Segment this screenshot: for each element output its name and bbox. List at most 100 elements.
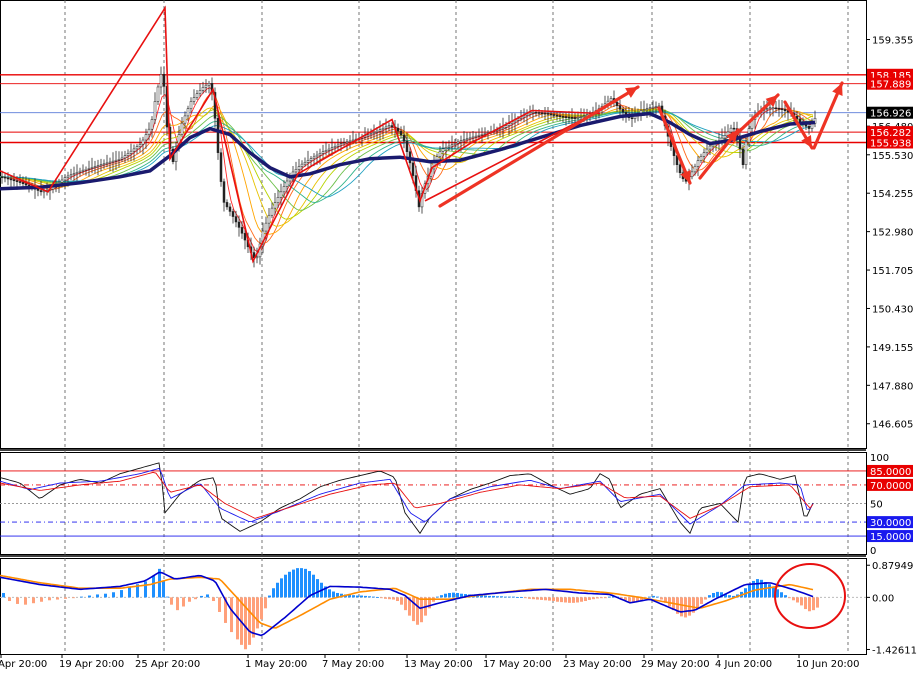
macd-bar bbox=[484, 595, 487, 598]
candle-body bbox=[699, 156, 703, 161]
candle-body bbox=[234, 216, 238, 223]
candle-body bbox=[78, 170, 82, 173]
macd-bar bbox=[492, 595, 495, 598]
candle-body bbox=[81, 169, 85, 172]
candle-body bbox=[138, 144, 142, 147]
macd-bar bbox=[540, 597, 543, 600]
candle-body bbox=[783, 109, 787, 112]
candle-body bbox=[297, 166, 301, 170]
macd-bar bbox=[264, 597, 267, 609]
macd-bar bbox=[796, 597, 799, 603]
candle-body bbox=[468, 137, 472, 140]
macd-bar bbox=[380, 597, 383, 599]
macd-bar bbox=[218, 597, 221, 612]
candle-body bbox=[399, 130, 403, 136]
macd-bar bbox=[296, 568, 299, 598]
candle-body bbox=[153, 101, 157, 120]
macd-bar bbox=[448, 592, 451, 598]
price-level-tag bbox=[867, 106, 913, 119]
price-level-tag bbox=[867, 136, 913, 149]
candle-body bbox=[732, 127, 736, 130]
candle-body bbox=[321, 151, 325, 154]
candle-body bbox=[558, 115, 562, 117]
candle-body bbox=[642, 109, 646, 111]
candle-body bbox=[507, 123, 511, 126]
macd-bar bbox=[792, 597, 795, 601]
price-tick-label: 147.880 bbox=[872, 381, 913, 392]
macd-bar bbox=[324, 586, 327, 598]
candle-body bbox=[225, 202, 229, 208]
candle-body bbox=[312, 156, 316, 159]
macd-bar bbox=[572, 597, 575, 603]
ma-ribbon-line bbox=[0, 107, 814, 227]
candle-body bbox=[456, 141, 460, 144]
time-axis-label: 25 Apr 20:00 bbox=[135, 659, 200, 670]
macd-bar bbox=[628, 597, 631, 602]
time-axis-label: Apr 20:00 bbox=[0, 659, 47, 670]
macd-bar bbox=[584, 597, 587, 602]
macd-bar bbox=[460, 593, 463, 598]
candle-body bbox=[702, 152, 706, 157]
macd-bar bbox=[384, 597, 387, 599]
macd-bar bbox=[648, 596, 651, 598]
price-tick-label: 150.430 bbox=[872, 304, 913, 315]
candle-body bbox=[156, 86, 160, 102]
candle-body bbox=[159, 74, 163, 88]
macd-bar bbox=[580, 597, 583, 602]
oscillator-level-tag-label: 30.0000 bbox=[870, 518, 911, 529]
oscillator-panel[interactable] bbox=[0, 462, 866, 537]
candle-body bbox=[6, 177, 10, 180]
candle-body bbox=[198, 90, 202, 94]
macd-bar bbox=[548, 597, 551, 601]
macd-bar bbox=[568, 597, 571, 603]
macd-bar bbox=[524, 597, 527, 599]
macd-panel[interactable] bbox=[0, 563, 866, 650]
ma-ribbon-line bbox=[0, 105, 814, 235]
candle-body bbox=[765, 108, 769, 110]
candle-body bbox=[741, 148, 745, 165]
macd-tick-label: -1.42611 bbox=[872, 645, 917, 656]
macd-bar bbox=[408, 597, 411, 616]
candle-body bbox=[345, 141, 349, 144]
candle-body bbox=[459, 140, 463, 143]
price-panel-frame bbox=[0, 0, 867, 449]
candle-body bbox=[222, 181, 226, 203]
macd-bar bbox=[716, 591, 719, 598]
macd-bar bbox=[360, 595, 363, 598]
candle-body bbox=[576, 117, 580, 119]
candle-body bbox=[123, 155, 127, 159]
candle-body bbox=[462, 139, 466, 141]
oscillator-level-tag-label: 15.0000 bbox=[870, 532, 911, 543]
macd-bar bbox=[332, 591, 335, 598]
macd-bar bbox=[656, 596, 659, 598]
candle-body bbox=[192, 97, 196, 102]
macd-bar bbox=[512, 596, 515, 598]
candle-body bbox=[447, 145, 451, 148]
macd-bar bbox=[288, 571, 291, 598]
price-panel[interactable] bbox=[0, 5, 866, 268]
macd-bar bbox=[504, 596, 507, 598]
candle-body bbox=[396, 127, 400, 132]
candle-body bbox=[621, 109, 625, 113]
candle-body bbox=[342, 142, 346, 144]
candle-body bbox=[504, 125, 508, 128]
macd-bar bbox=[72, 597, 75, 599]
macd-bar bbox=[520, 597, 523, 598]
candle-body bbox=[474, 135, 478, 138]
candle-body bbox=[186, 108, 190, 117]
macd-bar bbox=[170, 597, 173, 605]
candle-body bbox=[348, 140, 352, 143]
candle-body bbox=[771, 107, 775, 110]
candle-body bbox=[15, 180, 19, 182]
oscillator-line bbox=[0, 462, 814, 535]
candle-body bbox=[162, 74, 166, 87]
candle-body bbox=[21, 182, 25, 184]
time-axis-label: 7 May 20:00 bbox=[322, 659, 384, 670]
candle-body bbox=[72, 173, 76, 176]
macd-bar bbox=[244, 597, 247, 650]
candle-body bbox=[768, 107, 772, 110]
macd-bar bbox=[444, 593, 447, 598]
macd-bar bbox=[368, 596, 371, 598]
macd-blue-line bbox=[0, 571, 814, 637]
